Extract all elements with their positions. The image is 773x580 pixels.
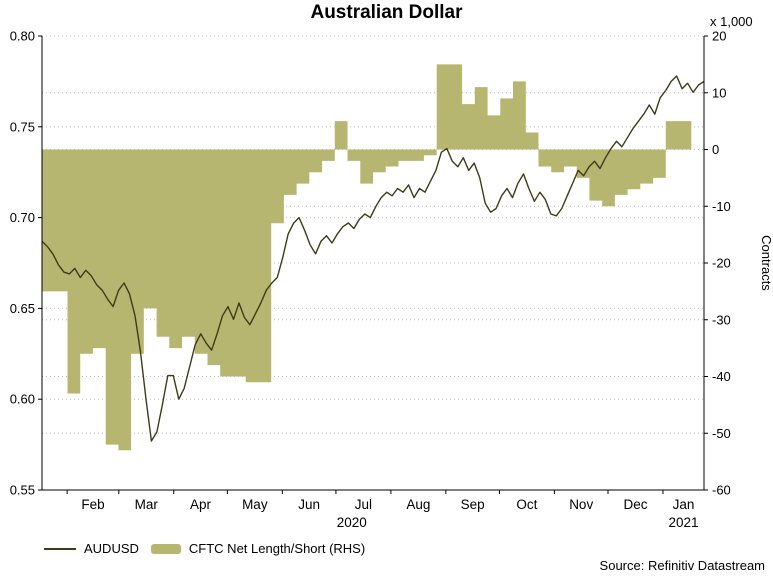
left-tick-label: 0.60 <box>10 392 35 407</box>
right-tick-label: -50 <box>712 426 731 441</box>
legend-item-cftc: CFTC Net Length/Short (RHS) <box>150 541 366 556</box>
right-tick-label: -10 <box>712 199 731 214</box>
right-tick-label: -60 <box>712 483 731 498</box>
legend-label-audusd: AUDUSD <box>84 541 139 556</box>
x-month-label: Sep <box>461 497 485 512</box>
right-axis-unit-label: x 1,000 <box>710 14 753 29</box>
x-year-label: 2020 <box>337 515 367 530</box>
audusd-line-series <box>41 75 705 442</box>
legend-label-cftc: CFTC Net Length/Short (RHS) <box>188 541 366 556</box>
x-month-label: Dec <box>623 497 647 512</box>
x-month-label: Jan <box>673 497 695 512</box>
cftc-net-length-area-series <box>42 64 704 451</box>
cftc-area-swatch-icon <box>150 543 181 554</box>
x-year-label: 2021 <box>668 515 698 530</box>
right-tick-label: -20 <box>712 256 731 271</box>
left-tick-label: 0.65 <box>10 301 35 316</box>
right-tick-label: -40 <box>712 369 731 384</box>
x-month-label: Apr <box>190 497 212 512</box>
audusd-line-swatch-icon <box>44 547 76 550</box>
x-month-label: Jul <box>355 497 372 512</box>
x-month-label: Jun <box>298 497 320 512</box>
right-tick-label: 10 <box>712 85 726 100</box>
x-month-label: Nov <box>569 497 593 512</box>
legend-item-audusd: AUDUSD <box>44 541 139 556</box>
x-month-label: Feb <box>81 497 104 512</box>
chart-legend: AUDUSD CFTC Net Length/Short (RHS) <box>44 541 365 556</box>
right-axis-title: Contracts <box>759 235 773 291</box>
right-tick-label: 0 <box>712 142 719 157</box>
left-tick-label: 0.70 <box>10 210 35 225</box>
right-tick-label: 20 <box>712 29 726 44</box>
chart-title: Australian Dollar <box>310 2 463 23</box>
x-month-label: May <box>242 497 268 512</box>
x-month-label: Oct <box>516 497 537 512</box>
left-tick-label: 0.80 <box>10 29 35 44</box>
x-month-label: Mar <box>135 497 159 512</box>
x-month-label: Aug <box>406 497 430 512</box>
right-tick-label: -30 <box>712 312 731 327</box>
left-tick-label: 0.75 <box>10 119 35 134</box>
left-tick-label: 0.55 <box>10 483 35 498</box>
source-credit: Source: Refinitiv Datastream <box>599 558 765 573</box>
